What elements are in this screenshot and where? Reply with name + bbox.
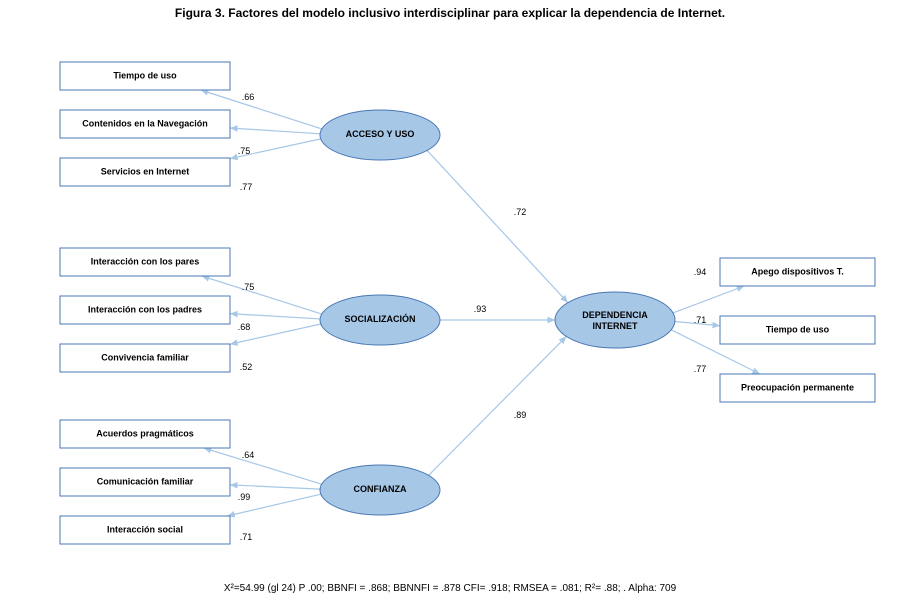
coef-acceso-tiempo1: .66 — [242, 92, 255, 102]
coef-social-dep: .93 — [474, 304, 487, 314]
coef-acceso-serv2: .77 — [240, 182, 253, 192]
path-social-padres — [230, 314, 320, 319]
coef-social-conv: .52 — [240, 362, 253, 372]
observed-label-pares: Interacción con los pares — [91, 256, 200, 266]
coef-acceso-dep: .72 — [514, 207, 527, 217]
path-conf-dep — [429, 336, 567, 475]
path-acceso-cont — [230, 128, 320, 134]
coef-dep-preo: .77 — [694, 364, 707, 374]
latent-label-conf: CONFIANZA — [354, 484, 407, 494]
observed-label-tiempo2: Tiempo de uso — [766, 324, 830, 334]
coef-social-padres: .68 — [238, 322, 251, 332]
observed-label-acu: Acuerdos pragmáticos — [96, 428, 194, 438]
path-conf-comf — [230, 485, 320, 489]
latent-label-acceso: ACCESO Y USO — [346, 129, 415, 139]
observed-label-preo: Preocupación permanente — [741, 382, 854, 392]
path-dep-apego — [673, 286, 744, 313]
coef-conf-isoc: .71 — [240, 532, 253, 542]
observed-label-cont: Contenidos en la Navegación — [82, 118, 208, 128]
coef-dep-apego: .94 — [694, 267, 707, 277]
observed-label-padres: Interacción con los padres — [88, 304, 202, 314]
observed-label-comf: Comunicación familiar — [97, 476, 194, 486]
observed-label-serv: Servicios en Internet — [101, 166, 190, 176]
coef-conf-dep: .89 — [514, 410, 527, 420]
coef-conf-acu: .64 — [242, 450, 255, 460]
sem-diagram: ACCESO Y USOSOCIALIZACIÓNCONFIANZADEPEND… — [0, 0, 900, 600]
coef-social-pares: .75 — [242, 282, 255, 292]
coef-conf-comf: .99 — [238, 492, 251, 502]
coef-dep-tiempo2: .71 — [694, 315, 707, 325]
fit-statistics: X²=54.99 (gl 24) P .00; BBNFI = .868; BB… — [0, 583, 900, 594]
path-acceso-dep — [427, 150, 568, 302]
observed-label-conv: Convivencia familiar — [101, 352, 189, 362]
latent-label-social: SOCIALIZACIÓN — [345, 313, 416, 324]
observed-label-apego: Apego dispositivos T. — [751, 266, 844, 276]
observed-label-isoc: Interacción social — [107, 524, 183, 534]
observed-label-tiempo1: Tiempo de uso — [113, 70, 177, 80]
coef-acceso-serv: .75 — [238, 146, 251, 156]
